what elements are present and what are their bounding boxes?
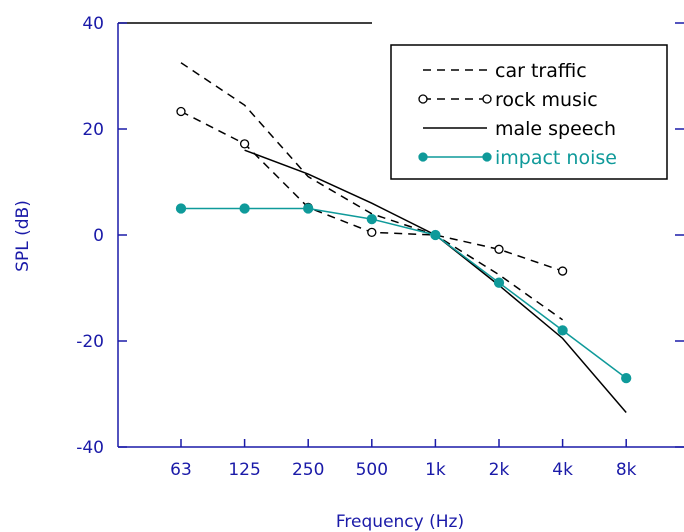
x-tick-label: 4k bbox=[552, 460, 573, 480]
x-tick-label: 1k bbox=[425, 460, 446, 480]
y-tick-label: 20 bbox=[82, 120, 104, 140]
data-point bbox=[303, 203, 314, 214]
x-tick-label: 500 bbox=[356, 460, 388, 480]
legend-label: car traffic bbox=[495, 60, 587, 82]
legend-marker bbox=[418, 152, 428, 162]
y-tick-label: -20 bbox=[76, 332, 104, 352]
y-tick-label: 40 bbox=[82, 14, 104, 34]
data-point bbox=[176, 106, 186, 117]
data-point bbox=[557, 266, 568, 276]
legend-marker bbox=[482, 94, 492, 104]
x-tick-label: 125 bbox=[228, 460, 260, 480]
data-point bbox=[367, 227, 377, 238]
series-male-speech bbox=[244, 149, 627, 414]
data-point bbox=[175, 203, 187, 214]
x-tick-label: 63 bbox=[170, 460, 192, 480]
legend-label: impact noise bbox=[495, 147, 617, 169]
data-point bbox=[493, 277, 505, 288]
x-tick-label: 8k bbox=[616, 460, 637, 480]
series-impact-noise bbox=[175, 203, 632, 384]
series-car-traffic bbox=[180, 62, 564, 321]
series-line bbox=[181, 207, 627, 379]
series-layer bbox=[175, 62, 632, 414]
y-axis: 40 20 0 -20 -40 bbox=[76, 14, 684, 458]
series-line bbox=[244, 149, 627, 414]
legend-label: rock music bbox=[495, 89, 598, 111]
legend: car traffic rock music male speech impact n… bbox=[390, 44, 668, 180]
data-point bbox=[366, 213, 377, 225]
legend-label: male speech bbox=[495, 118, 616, 140]
data-point bbox=[621, 372, 632, 384]
series-line bbox=[180, 62, 564, 321]
legend-marker bbox=[482, 152, 492, 162]
data-point bbox=[494, 244, 504, 254]
x-axis-title: Frequency (Hz) bbox=[336, 512, 464, 532]
y-axis-title: SPL (dB) bbox=[13, 200, 33, 272]
x-axis: 63 125 250 500 1k 2k 4k 8k bbox=[170, 439, 637, 480]
x-tick-label: 250 bbox=[292, 460, 324, 480]
data-point bbox=[430, 229, 441, 241]
data-point bbox=[239, 203, 250, 214]
y-tick-label: 0 bbox=[93, 226, 104, 246]
data-point bbox=[557, 325, 568, 336]
x-tick-label: 2k bbox=[489, 460, 510, 480]
legend-marker bbox=[418, 94, 428, 104]
data-point bbox=[239, 139, 250, 149]
y-tick-label: -40 bbox=[76, 438, 104, 458]
